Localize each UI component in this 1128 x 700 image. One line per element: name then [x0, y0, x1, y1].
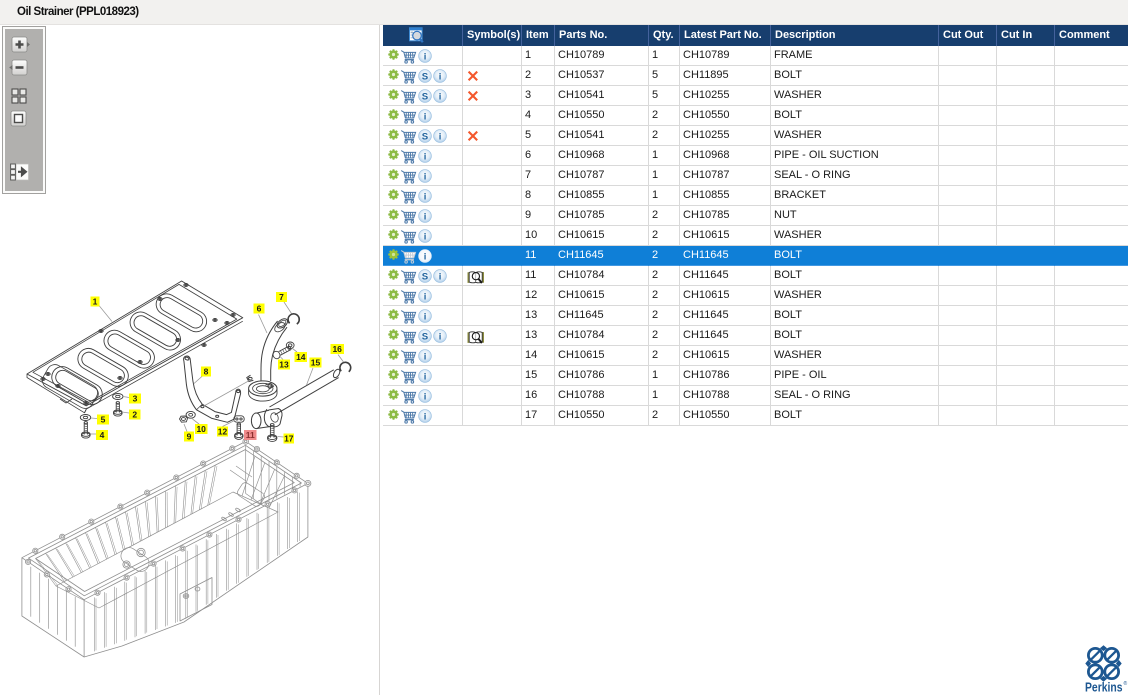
svg-text:13: 13	[279, 360, 289, 370]
svg-text:i: i	[424, 210, 427, 221]
svg-text:2: 2	[132, 410, 137, 420]
svg-text:10: 10	[196, 424, 206, 434]
svg-text:i: i	[439, 330, 442, 341]
svg-text:8: 8	[204, 367, 209, 377]
svg-text:i: i	[424, 390, 427, 401]
svg-text:i: i	[424, 290, 427, 301]
svg-text:Perkins: Perkins	[1085, 680, 1123, 695]
svg-text:1: 1	[93, 297, 98, 307]
svg-text:14: 14	[296, 352, 306, 362]
svg-text:4: 4	[100, 430, 105, 440]
svg-text:S: S	[422, 71, 429, 82]
svg-text:i: i	[439, 270, 442, 281]
svg-text:12: 12	[218, 427, 228, 437]
svg-text:i: i	[424, 170, 427, 181]
svg-text:S: S	[422, 131, 429, 142]
svg-text:S: S	[422, 91, 429, 102]
svg-text:17: 17	[284, 434, 294, 444]
svg-text:®: ®	[1124, 680, 1128, 687]
svg-text:i: i	[424, 190, 427, 201]
svg-text:3: 3	[133, 394, 138, 404]
svg-text:i: i	[424, 350, 427, 361]
svg-text:16: 16	[332, 344, 342, 354]
svg-text:5: 5	[101, 415, 106, 425]
svg-text:i: i	[439, 90, 442, 101]
svg-text:i: i	[424, 230, 427, 241]
svg-text:i: i	[424, 150, 427, 161]
svg-text:i: i	[424, 110, 427, 121]
svg-text:15: 15	[311, 358, 321, 368]
svg-text:9: 9	[187, 432, 192, 442]
svg-text:i: i	[424, 370, 427, 381]
svg-text:i: i	[424, 50, 427, 61]
svg-text:i: i	[424, 250, 427, 261]
svg-text:i: i	[439, 70, 442, 81]
svg-text:i: i	[439, 130, 442, 141]
svg-text:11: 11	[246, 430, 255, 440]
svg-text:6: 6	[257, 304, 262, 314]
svg-text:S: S	[422, 331, 429, 342]
svg-text:i: i	[424, 410, 427, 421]
svg-text:S: S	[422, 271, 429, 282]
svg-text:7: 7	[279, 292, 284, 302]
svg-text:i: i	[424, 310, 427, 321]
